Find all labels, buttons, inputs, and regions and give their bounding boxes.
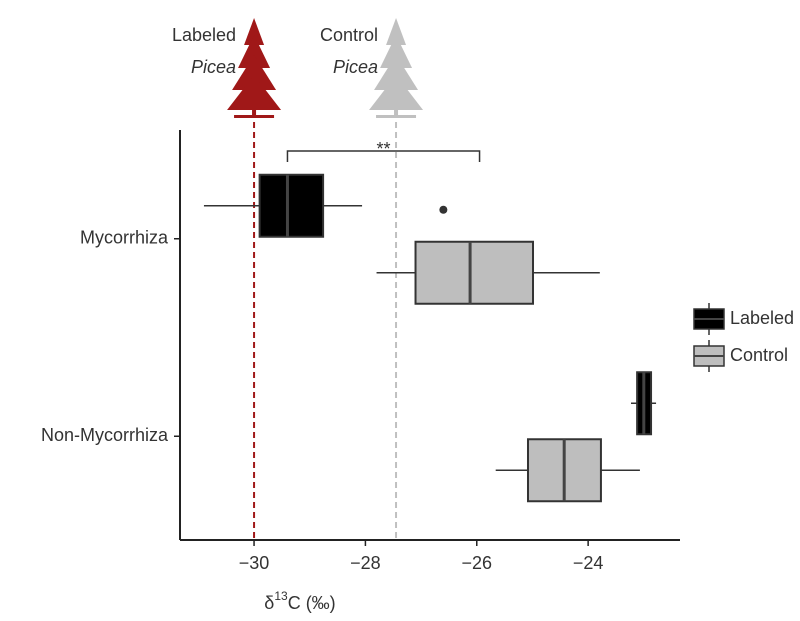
significance-label: ** <box>376 139 390 159</box>
tree-trunk <box>394 108 399 116</box>
x-tick-label: −30 <box>239 553 270 573</box>
x-tick-label: −26 <box>461 553 492 573</box>
y-tick-label: Mycorrhiza <box>80 228 169 248</box>
icon-label: Labeled <box>172 25 236 45</box>
outlier <box>439 205 448 214</box>
tree-part <box>227 75 282 110</box>
tree-part <box>244 18 265 45</box>
tree-part <box>374 55 419 90</box>
icon-label: Picea <box>333 57 378 77</box>
tree-trunk <box>252 108 257 116</box>
x-tick-label: −28 <box>350 553 381 573</box>
tree-icon <box>369 18 424 118</box>
legend-label: Labeled <box>730 308 794 328</box>
x-label-suffix: C (‰) <box>288 593 336 613</box>
legend-label: Control <box>730 345 788 365</box>
tree-part <box>238 35 271 68</box>
x-label-prefix: δ <box>264 593 274 613</box>
tree-base <box>376 115 417 118</box>
x-tick-label: −24 <box>573 553 604 573</box>
tree-part <box>232 55 277 90</box>
tree-icon <box>227 18 282 118</box>
icon-label: Picea <box>191 57 236 77</box>
tree-part <box>386 18 407 45</box>
tree-part <box>380 35 413 68</box>
x-axis-label: δ13C (‰) <box>264 589 335 613</box>
y-tick-label: Non-Mycorrhiza <box>41 425 169 445</box>
icon-label: Control <box>320 25 378 45</box>
tree-part <box>369 75 424 110</box>
box <box>258 173 325 238</box>
x-label-superscript: 13 <box>274 589 288 603</box>
box <box>414 240 535 305</box>
tree-base <box>234 115 275 118</box>
significance-bracket <box>286 150 481 162</box>
